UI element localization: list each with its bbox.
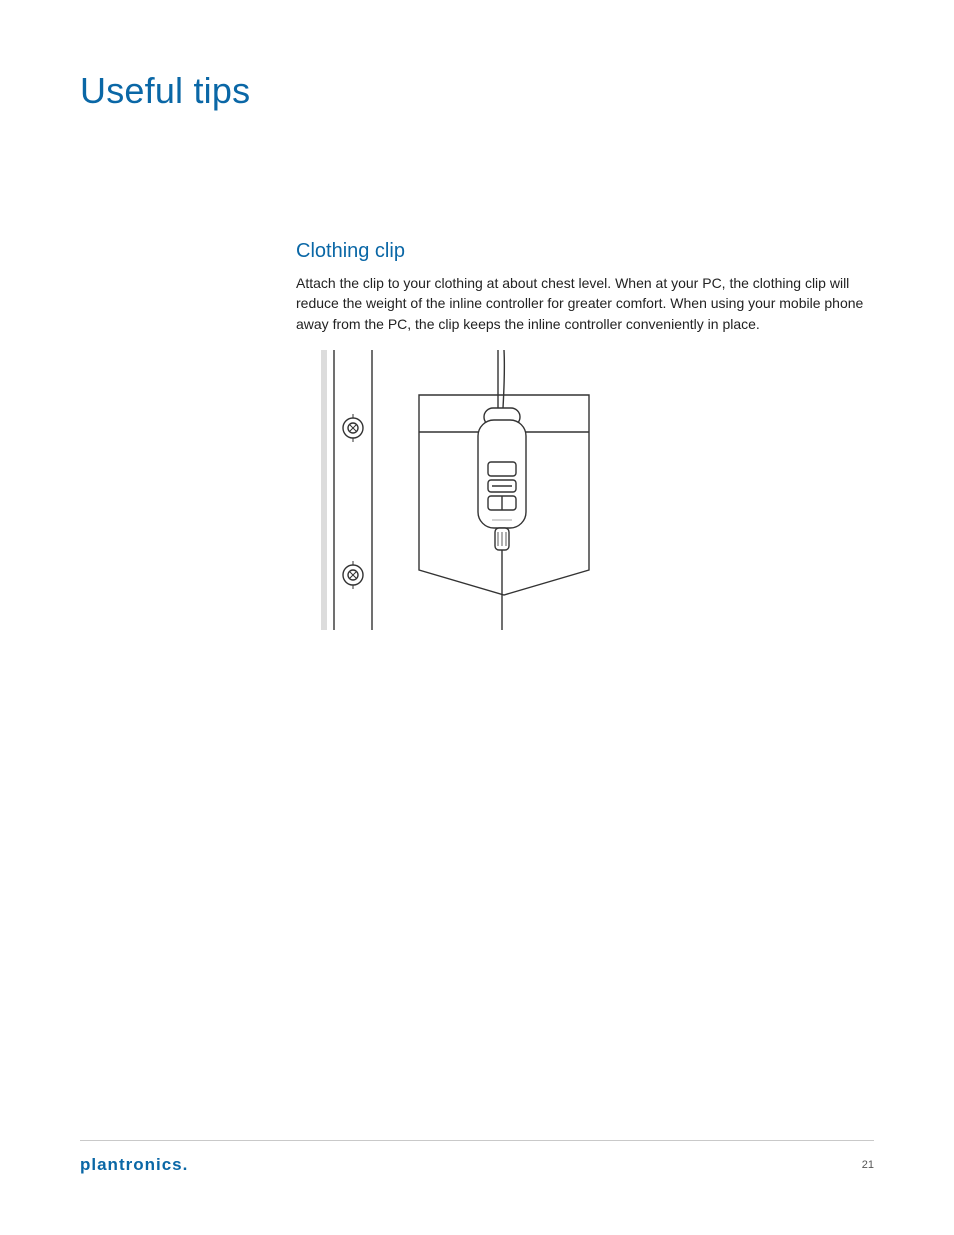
- page-number: 21: [862, 1159, 874, 1171]
- clothing-clip-svg: [314, 350, 614, 630]
- content-block: Clothing clip Attach the clip to your cl…: [296, 240, 876, 635]
- clothing-clip-illustration: [314, 350, 876, 635]
- document-page: Useful tips Clothing clip Attach the cli…: [0, 0, 954, 1235]
- page-footer: plantronics. 21: [80, 1140, 874, 1175]
- section-heading-clothing-clip: Clothing clip: [296, 240, 876, 263]
- brand-logo-text: plantronics.: [80, 1155, 188, 1175]
- section-body-text: Attach the clip to your clothing at abou…: [296, 273, 876, 334]
- page-title: Useful tips: [80, 70, 874, 112]
